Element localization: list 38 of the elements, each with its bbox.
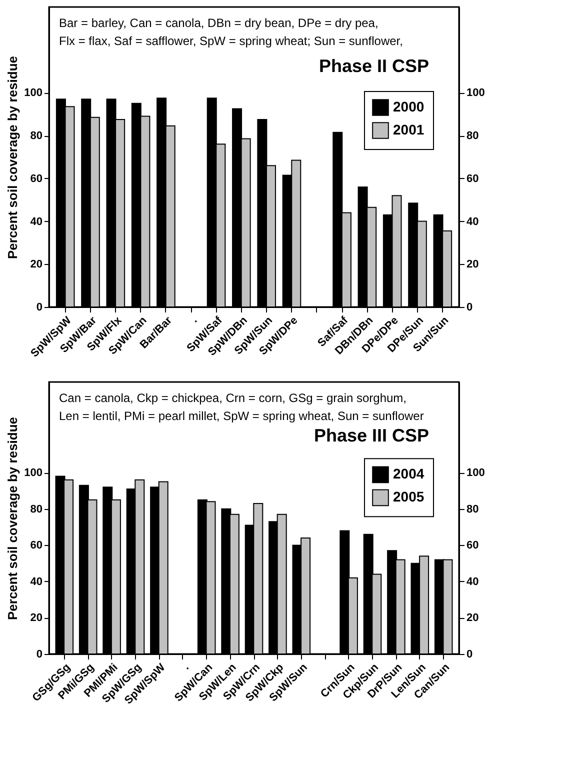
- y2-tick-label: 100: [466, 87, 485, 100]
- legend-label: 2004: [393, 466, 424, 482]
- y-tick-label: 60: [30, 172, 42, 185]
- y-tick-label: 20: [30, 612, 42, 624]
- y-tick-label: 40: [30, 576, 42, 588]
- y2-tick-label: 80: [466, 503, 479, 516]
- legend-label: 2001: [393, 122, 424, 138]
- y2-tick-label: 0: [466, 302, 473, 314]
- y2-tick-label: 60: [466, 540, 479, 552]
- y-tick-label: 80: [30, 130, 42, 142]
- y2-tick-label: 20: [466, 258, 479, 271]
- y-axis-title: Percent soil coverage by residue: [5, 416, 20, 620]
- y2-tick-label: 40: [466, 576, 479, 588]
- y-tick-label: 100: [24, 467, 42, 480]
- y-tick-label: 100: [24, 87, 42, 100]
- text: Phase III CSP: [314, 425, 429, 446]
- y-tick-label: 40: [30, 216, 42, 228]
- x-tick-label: .: [180, 662, 192, 672]
- annotation: Bar = barley, Can = canola, DBn = dry bean, DPe = dry pea,: [59, 16, 378, 30]
- y-tick-label: 0: [36, 302, 42, 314]
- text: Phase II CSP: [318, 56, 429, 76]
- y2-tick-label: 60: [466, 172, 479, 185]
- y-tick-label: 60: [30, 540, 42, 552]
- y2-tick-label: 80: [466, 130, 479, 142]
- y-tick-label: 20: [30, 258, 42, 271]
- annotation: Can = canola, Ckp = chickpea, Crn = corn, GSg = grain sorghum,: [59, 391, 407, 405]
- legend-label: 2000: [393, 98, 424, 114]
- y2-tick-label: 20: [466, 612, 479, 624]
- annotation: Flx = flax, Saf = safflower, SpW = spring wheat; Sun = sunflower,: [59, 34, 403, 48]
- annotation: Len = lentil, PMi = pearl millet, SpW = spring wheat, Sun = sunflower: [59, 409, 424, 423]
- legend-label: 2005: [393, 488, 424, 505]
- y-tick-label: 0: [36, 648, 42, 660]
- y2-tick-label: 0: [466, 648, 473, 660]
- y-axis-title: Percent soil coverage by residue: [5, 56, 20, 260]
- y2-tick-label: 100: [466, 467, 485, 480]
- y-tick-label: 80: [30, 503, 42, 516]
- y2-tick-label: 40: [466, 216, 479, 228]
- x-tick-label: .: [188, 314, 200, 326]
